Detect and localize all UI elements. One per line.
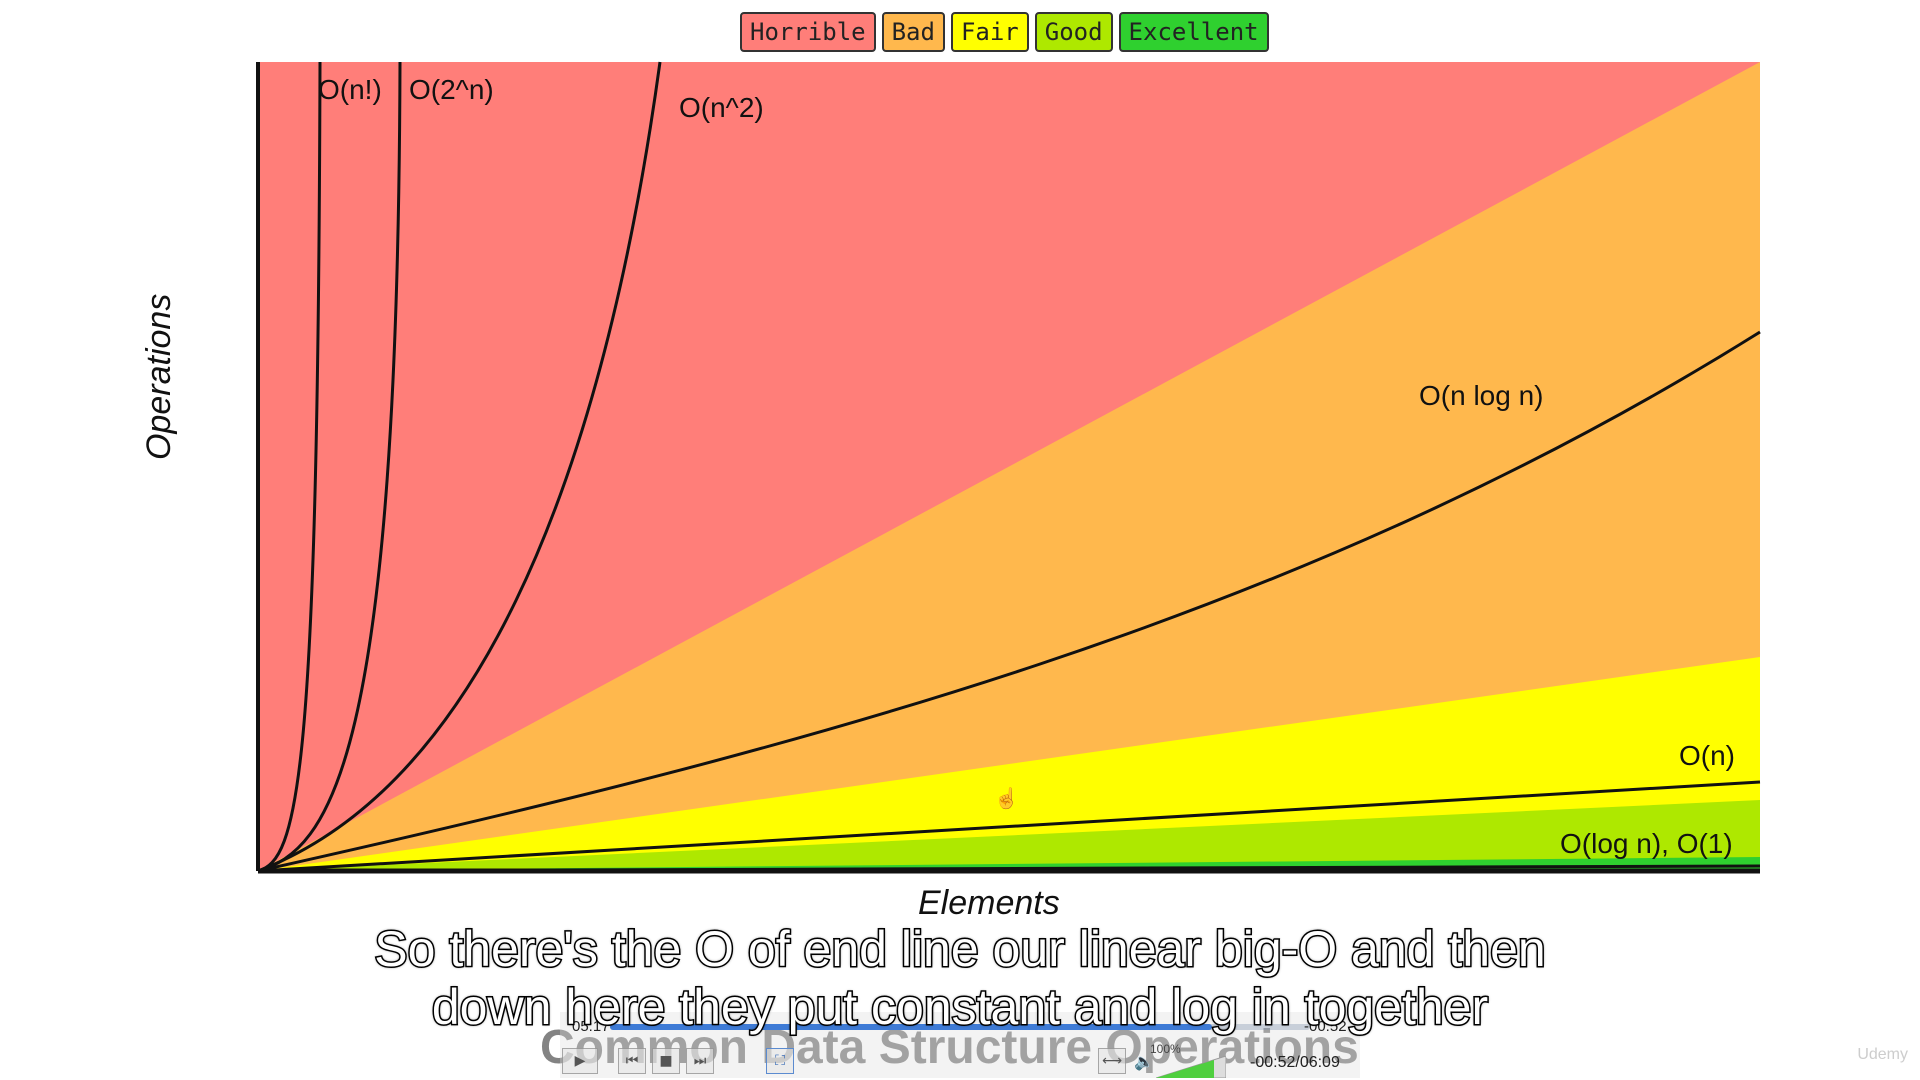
remaining-time: -00:52 <box>1304 1018 1347 1035</box>
legend-item-good: Good <box>1034 12 1113 52</box>
stop-button[interactable]: ■ <box>652 1048 680 1074</box>
x-axis-title: Elements <box>918 884 1060 922</box>
mouse-cursor-icon: ☝ <box>994 788 1019 810</box>
volume-icon[interactable]: 🔈 <box>1134 1054 1154 1071</box>
legend-item-horrible: Horrible <box>740 12 876 52</box>
play-button[interactable]: ▶ <box>562 1048 598 1074</box>
video-player-controls: 05:17 -00:52 ▶ ⏮ ■ ⏭ ⛶ ⟷ 🔈 100% -00:52/0… <box>560 1012 1360 1078</box>
series-label-quadratic: O(n^2) <box>679 92 764 123</box>
series-label-exponential: O(2^n) <box>409 74 494 105</box>
subtitle-line-2: down here they put constant and log in t… <box>430 978 1489 1037</box>
volume-percent: 100% <box>1150 1042 1181 1056</box>
elapsed-time: 05:17 <box>572 1018 610 1035</box>
region-bad <box>258 62 1760 871</box>
legend-item-bad: Bad <box>881 12 945 52</box>
y-axis-title: Operations <box>140 293 178 460</box>
series-label-factorial: O(n!) <box>318 74 382 105</box>
progress-bar[interactable] <box>610 1024 1310 1030</box>
time-counter: -00:52/06:09 <box>1250 1054 1340 1071</box>
subtitle-line-1: So there's the O of end line our linear … <box>373 920 1547 979</box>
series-line-linear <box>257 780 1761 873</box>
progress-fill <box>610 1024 1212 1030</box>
previous-button[interactable]: ⏮ <box>618 1048 646 1074</box>
series-label-log-constant: O(log n), O(1) <box>1560 828 1733 859</box>
legend: Horrible Bad Fair Good Excellent <box>740 12 1269 52</box>
series-line-linearithmic <box>257 330 1761 873</box>
region-good <box>258 800 1760 871</box>
fullscreen-toggle-button[interactable]: ⛶ <box>766 1048 794 1074</box>
region-fair <box>258 657 1760 871</box>
legend-item-fair: Fair <box>950 12 1029 52</box>
volume-fill <box>1156 1060 1214 1078</box>
series-label-linearithmic: O(n log n) <box>1419 380 1544 411</box>
series-line-quadratic <box>257 61 662 873</box>
volume-slider[interactable] <box>1156 1056 1226 1078</box>
aspect-ratio-button[interactable]: ⟷ <box>1098 1048 1126 1074</box>
series-label-linear: O(n) <box>1679 740 1735 771</box>
udemy-watermark-logo: Udemy <box>1857 1046 1908 1063</box>
next-button[interactable]: ⏭ <box>686 1048 714 1074</box>
series-line-factorial <box>257 61 322 873</box>
legend-item-excellent: Excellent <box>1118 12 1269 52</box>
